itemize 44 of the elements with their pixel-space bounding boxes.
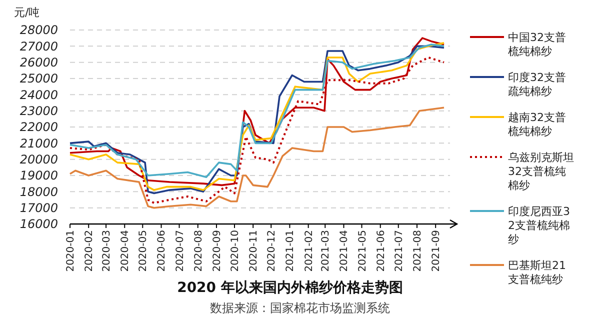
y-tick-label: 17000 — [20, 201, 58, 216]
x-tick-label: 2020-10 — [230, 230, 241, 272]
x-tick-label: 2021-09 — [431, 230, 442, 272]
y-tick-label: 23000 — [20, 104, 58, 118]
x-tick-label: 2020-08 — [193, 230, 204, 272]
legend-label: 越南32支普梳纯棉纱 — [508, 111, 566, 138]
line-series — [69, 106, 445, 209]
source-note: 数据来源：国家棉花市场监测系统 — [210, 301, 390, 315]
legend-label: 巴基斯坦21支普梳纯纱 — [508, 259, 566, 286]
y-tick-label: 28000 — [20, 23, 58, 38]
x-tick-label: 2021-02 — [304, 230, 315, 272]
x-tick-label: 2020-07 — [174, 230, 186, 272]
legend-label: 乌兹别克斯坦32支普梳纯棉纱 — [508, 151, 574, 192]
x-tick-label: 2020-03 — [102, 230, 113, 272]
y-tick-label: 27000 — [20, 39, 58, 54]
legend-label: 印度32支普疏纯棉纱 — [508, 71, 566, 98]
y-tick-label: 20000 — [20, 152, 58, 167]
x-tick-label: 2021-07 — [394, 230, 405, 272]
x-tick-label: 2020-11 — [248, 230, 260, 272]
x-tick-label: 2020-05 — [138, 230, 150, 272]
x-tick-label: 2020-12 — [266, 230, 278, 272]
x-tick-label: 2021-06 — [376, 230, 387, 272]
y-tick-label: 25000 — [20, 72, 58, 86]
legend-label: 中国32支普梳纯棉纱 — [508, 31, 566, 58]
x-tick-label: 2021-03 — [320, 230, 332, 272]
x-tick-label: 2021-08 — [412, 230, 424, 272]
y-tick-label: 16000 — [20, 217, 58, 232]
y-axis-title: 元/吨 — [14, 6, 40, 19]
y-tick-label: 24000 — [20, 88, 58, 102]
legend-label: 印度尼西亚32支普梳纯棉纱 — [508, 205, 570, 246]
x-tick-label: 2021-05 — [357, 230, 368, 272]
y-tick-label: 22000 — [20, 120, 58, 134]
x-tick-label: 2020-09 — [212, 230, 223, 272]
x-tick-label: 2020-02 — [84, 230, 96, 272]
x-tick-label: 2020-06 — [156, 230, 168, 272]
y-tick-label: 21000 — [20, 136, 58, 150]
x-tick-label: 2021-01 — [285, 230, 296, 272]
y-tick-label: 18000 — [20, 184, 58, 199]
y-tick-label: 26000 — [20, 56, 58, 70]
y-tick-label: 19000 — [20, 168, 58, 183]
text: 2020 年以来国内外棉纱价格走势图 — [177, 280, 403, 296]
x-tick-label: 2021-04 — [339, 230, 350, 272]
x-tick-label: 2020-04 — [120, 230, 132, 272]
x-tick-label: 2020-01 — [66, 230, 76, 272]
